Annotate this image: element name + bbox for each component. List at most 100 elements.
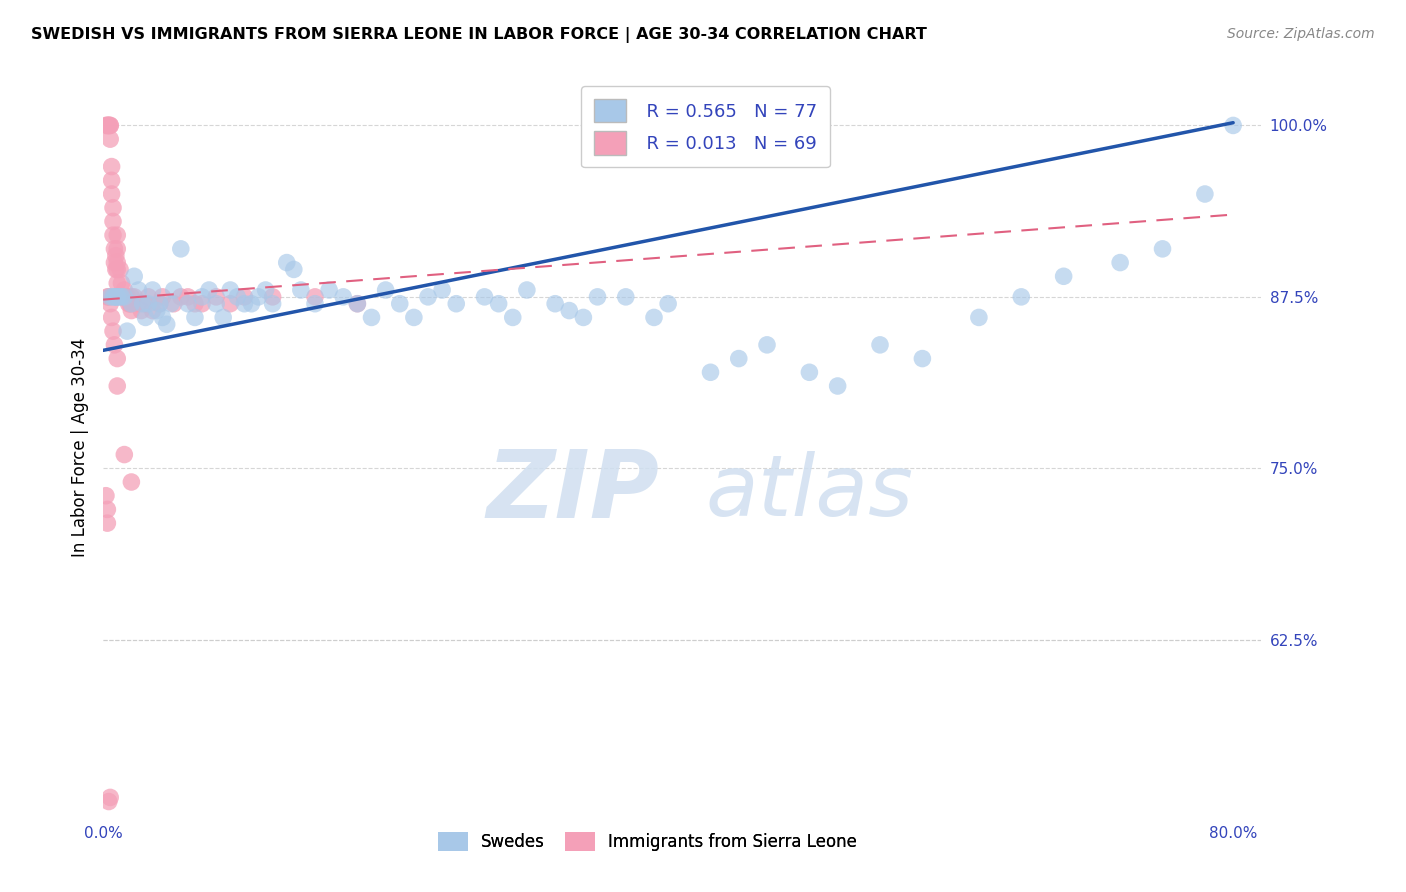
Point — [699, 365, 721, 379]
Point — [502, 310, 524, 325]
Point — [163, 283, 186, 297]
Point — [727, 351, 749, 366]
Point — [205, 296, 228, 310]
Point — [240, 296, 263, 310]
Point — [101, 214, 124, 228]
Point — [118, 296, 141, 310]
Point — [100, 173, 122, 187]
Point — [97, 119, 120, 133]
Point — [100, 310, 122, 325]
Point — [134, 310, 156, 325]
Point — [101, 228, 124, 243]
Point — [98, 119, 121, 133]
Point — [103, 338, 125, 352]
Point — [101, 290, 124, 304]
Point — [318, 283, 340, 297]
Point — [134, 296, 156, 310]
Point — [177, 296, 200, 310]
Point — [122, 290, 145, 304]
Point — [558, 303, 581, 318]
Point — [103, 255, 125, 269]
Point — [105, 228, 128, 243]
Point — [129, 303, 152, 318]
Text: atlas: atlas — [706, 450, 914, 533]
Point — [97, 795, 120, 809]
Point — [290, 283, 312, 297]
Point — [136, 296, 159, 310]
Point — [127, 296, 149, 310]
Point — [98, 132, 121, 146]
Point — [516, 283, 538, 297]
Point — [799, 365, 821, 379]
Point — [304, 296, 326, 310]
Point — [346, 296, 368, 310]
Point — [212, 310, 235, 325]
Point — [247, 290, 270, 304]
Point — [170, 290, 193, 304]
Point — [346, 296, 368, 310]
Point — [1010, 290, 1032, 304]
Point — [374, 283, 396, 297]
Point — [643, 310, 665, 325]
Point — [104, 262, 127, 277]
Point — [233, 290, 256, 304]
Point — [262, 296, 284, 310]
Point — [911, 351, 934, 366]
Point — [115, 324, 138, 338]
Point — [104, 249, 127, 263]
Point — [205, 290, 228, 304]
Point — [149, 296, 172, 310]
Point — [156, 318, 179, 332]
Point — [219, 296, 242, 310]
Text: ZIP: ZIP — [486, 446, 659, 538]
Point — [474, 290, 496, 304]
Point — [110, 276, 132, 290]
Point — [96, 119, 118, 133]
Point — [104, 290, 127, 304]
Point — [184, 310, 207, 325]
Point — [1152, 242, 1174, 256]
Point — [488, 296, 510, 310]
Point — [97, 119, 120, 133]
Point — [110, 290, 132, 304]
Point — [1053, 269, 1076, 284]
Point — [108, 262, 131, 277]
Point — [127, 283, 149, 297]
Point — [446, 296, 468, 310]
Text: Source: ZipAtlas.com: Source: ZipAtlas.com — [1227, 27, 1375, 41]
Point — [122, 269, 145, 284]
Point — [120, 303, 142, 318]
Point — [614, 290, 637, 304]
Point — [160, 296, 183, 310]
Y-axis label: In Labor Force | Age 30-34: In Labor Force | Age 30-34 — [72, 338, 89, 558]
Point — [103, 242, 125, 256]
Point — [283, 262, 305, 277]
Point — [120, 290, 142, 304]
Point — [111, 290, 134, 304]
Point — [115, 290, 138, 304]
Point — [97, 290, 120, 304]
Point — [827, 379, 849, 393]
Point — [94, 119, 117, 133]
Point — [100, 160, 122, 174]
Point — [226, 290, 249, 304]
Point — [1222, 119, 1244, 133]
Point — [254, 283, 277, 297]
Point — [388, 296, 411, 310]
Point — [149, 296, 172, 310]
Point — [191, 290, 214, 304]
Point — [105, 255, 128, 269]
Point — [136, 290, 159, 304]
Point — [117, 296, 139, 310]
Legend: Swedes, Immigrants from Sierra Leone: Swedes, Immigrants from Sierra Leone — [432, 825, 863, 858]
Point — [131, 296, 153, 310]
Point — [146, 303, 169, 318]
Point — [103, 290, 125, 304]
Point — [120, 296, 142, 310]
Text: SWEDISH VS IMMIGRANTS FROM SIERRA LEONE IN LABOR FORCE | AGE 30-34 CORRELATION C: SWEDISH VS IMMIGRANTS FROM SIERRA LEONE … — [31, 27, 927, 43]
Point — [120, 296, 142, 310]
Point — [98, 119, 121, 133]
Point — [98, 790, 121, 805]
Point — [967, 310, 990, 325]
Point — [402, 310, 425, 325]
